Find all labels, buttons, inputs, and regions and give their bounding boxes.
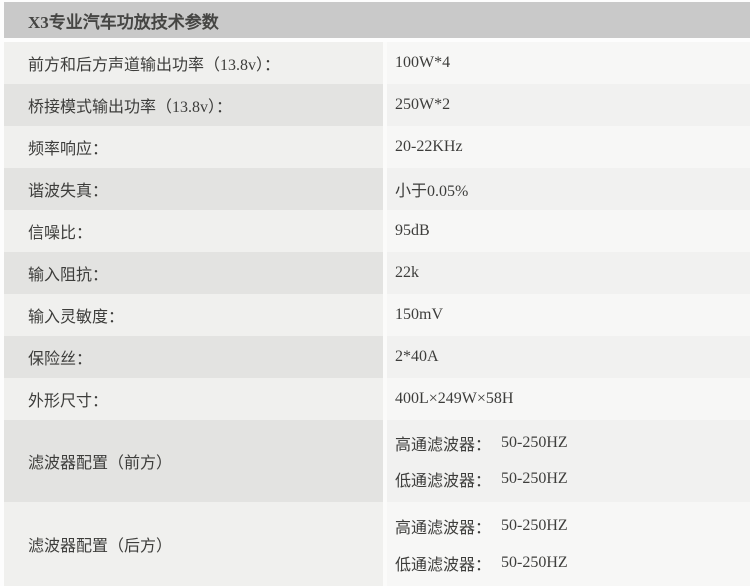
spec-row-fuse: 保险丝： 2*40A bbox=[4, 336, 750, 378]
spec-row-filter-rear: 滤波器配置（后方） 高通滤波器： 50-250HZ 低通滤波器： 50-250H… bbox=[4, 502, 750, 586]
spec-row-snr: 信噪比： 95dB bbox=[4, 210, 750, 252]
spec-value: 100W*4 bbox=[387, 42, 750, 84]
table-title: X3专业汽车功放技术参数 bbox=[28, 12, 219, 32]
column-divider bbox=[383, 252, 387, 294]
spec-row-input-impedance: 输入阻抗： 22k bbox=[4, 252, 750, 294]
spec-label: 谐波失真： bbox=[4, 168, 383, 210]
spec-label: 滤波器配置（前方） bbox=[4, 420, 383, 502]
filter-name: 高通滤波器： bbox=[395, 437, 492, 454]
spec-label: 频率响应： bbox=[4, 126, 383, 168]
spec-value: 小于0.05% bbox=[387, 168, 750, 210]
spec-label: 保险丝： bbox=[4, 336, 383, 378]
spec-value: 95dB bbox=[387, 210, 750, 252]
spec-label: 外形尺寸： bbox=[4, 378, 383, 420]
spec-label: 信噪比： bbox=[4, 210, 383, 252]
filter-range: 50-250HZ bbox=[501, 516, 568, 534]
filter-name: 低通滤波器： bbox=[395, 556, 492, 574]
spec-value: 22k bbox=[387, 252, 750, 294]
spec-value: 400L×249W×58H bbox=[387, 378, 750, 420]
filter-line-lowpass: 低通滤波器： 50-250HZ bbox=[395, 467, 750, 491]
column-divider bbox=[383, 42, 387, 84]
spec-row-input-sensitivity: 输入灵敏度： 150mV bbox=[4, 294, 750, 336]
spec-value: 高通滤波器： 50-250HZ 低通滤波器： 50-250HZ bbox=[387, 502, 750, 586]
column-divider bbox=[383, 126, 387, 168]
spec-row-frequency-response: 频率响应： 20-22KHz bbox=[4, 126, 750, 168]
filter-range: 50-250HZ bbox=[501, 553, 568, 571]
filter-line-highpass: 高通滤波器： 50-250HZ bbox=[395, 431, 750, 455]
column-divider bbox=[383, 420, 387, 502]
spec-label: 桥接模式输出功率（13.8v）： bbox=[4, 84, 383, 126]
filter-range: 50-250HZ bbox=[501, 434, 568, 451]
column-divider bbox=[383, 502, 387, 586]
spec-value: 250W*2 bbox=[387, 84, 750, 126]
spec-row-harmonic-distortion: 谐波失真： 小于0.05% bbox=[4, 168, 750, 210]
filter-range: 50-250HZ bbox=[501, 470, 568, 487]
spec-label: 前方和后方声道输出功率（13.8v）： bbox=[4, 42, 383, 84]
column-divider bbox=[383, 378, 387, 420]
spec-row-filter-front: 滤波器配置（前方） 高通滤波器： 50-250HZ 低通滤波器： 50-250H… bbox=[4, 420, 750, 502]
spec-label: 滤波器配置（后方） bbox=[4, 502, 383, 586]
column-divider bbox=[383, 84, 387, 126]
spec-row-bridged-power: 桥接模式输出功率（13.8v）： 250W*2 bbox=[4, 84, 750, 126]
spec-label: 输入阻抗： bbox=[4, 252, 383, 294]
filter-name: 低通滤波器： bbox=[395, 473, 492, 490]
filter-line-lowpass: 低通滤波器： 50-250HZ bbox=[395, 551, 750, 575]
spec-row-dimensions: 外形尺寸： 400L×249W×58H bbox=[4, 378, 750, 420]
spec-value: 150mV bbox=[387, 294, 750, 336]
table-header: X3专业汽车功放技术参数 bbox=[4, 2, 750, 38]
spec-value: 高通滤波器： 50-250HZ 低通滤波器： 50-250HZ bbox=[387, 420, 750, 502]
column-divider bbox=[383, 168, 387, 210]
filter-name: 高通滤波器： bbox=[395, 519, 492, 537]
spec-value: 2*40A bbox=[387, 336, 750, 378]
spec-value: 20-22KHz bbox=[387, 126, 750, 168]
column-divider bbox=[383, 294, 387, 336]
spec-label: 输入灵敏度： bbox=[4, 294, 383, 336]
spec-table: X3专业汽车功放技术参数 前方和后方声道输出功率（13.8v）： 100W*4 … bbox=[4, 2, 750, 586]
column-divider bbox=[383, 336, 387, 378]
column-divider bbox=[383, 210, 387, 252]
filter-line-highpass: 高通滤波器： 50-250HZ bbox=[395, 514, 750, 538]
spec-row-output-power: 前方和后方声道输出功率（13.8v）： 100W*4 bbox=[4, 42, 750, 84]
